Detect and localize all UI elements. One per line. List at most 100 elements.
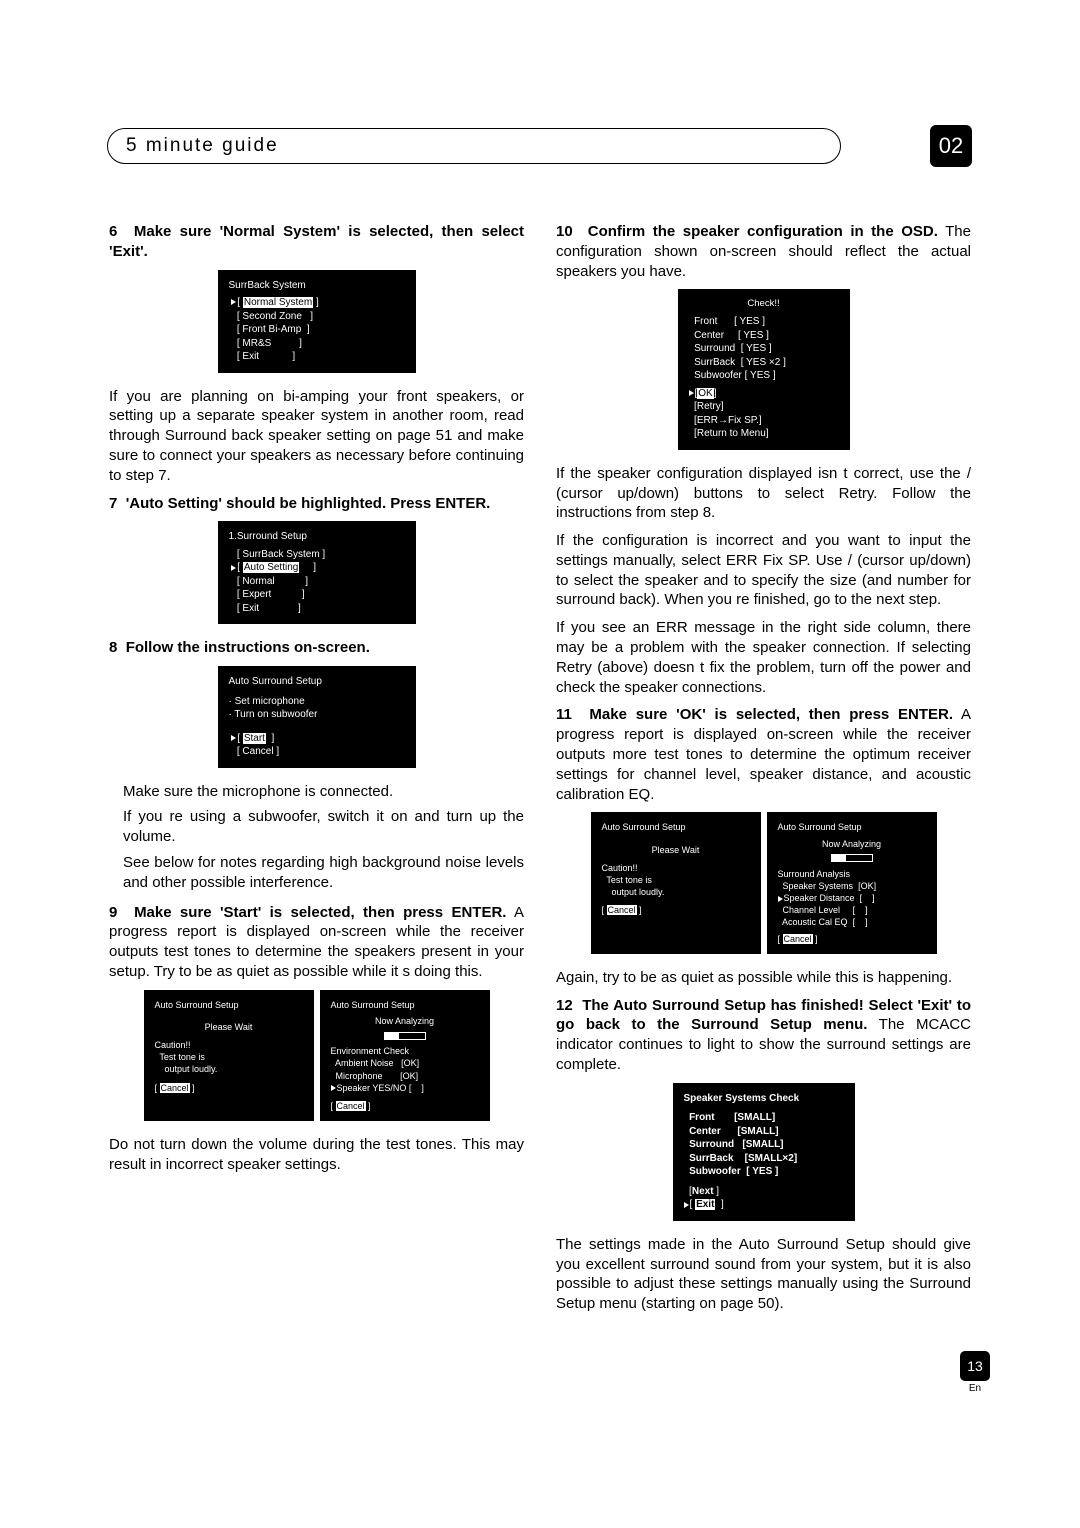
ui-auto-surround-instr: Auto Surround Setup · Set microphone · T… (218, 666, 416, 768)
step-bold-text: Make sure 'Normal System' is selected, t… (109, 223, 524, 260)
ui-row: [ Cancel ] (331, 1100, 479, 1112)
ui-row: Channel Level [ ] (778, 904, 926, 916)
ui-row: SurrBack [ YES ×2 ] (689, 356, 839, 370)
page-header: 5 minute guide 02 (107, 128, 972, 164)
ui-line: Test tone is (602, 874, 750, 886)
step-10-head: 10 Confirm the speaker configuration in … (556, 222, 971, 281)
ui-title: Auto Surround Setup (229, 675, 405, 689)
ui-row: SurrBack [SMALL×2] (684, 1152, 844, 1166)
step-num: 6 (109, 223, 117, 240)
ui-title: Auto Surround Setup (331, 999, 479, 1011)
ui-row: Speaker Distance [ ] (778, 892, 926, 904)
ui-row: Subwoofer [ YES ] (689, 369, 839, 383)
ui-row: [ Cancel ] (229, 745, 405, 759)
step-12-after: The settings made in the Auto Surround S… (556, 1235, 971, 1314)
step-num: 7 (109, 495, 117, 512)
ui-surround-setup: 1.Surround Setup [ SurrBack System ] [ A… (218, 521, 416, 624)
progress-bar (384, 1032, 426, 1040)
step-6-head: 6 Make sure 'Normal System' is selected,… (109, 222, 524, 262)
step-10-p2: If the configuration is incorrect and yo… (556, 531, 971, 610)
ui-title: 1.Surround Setup (229, 530, 405, 544)
step-bold-text: Make sure 'OK' is selected, then press E… (589, 706, 953, 723)
ui-title: Check!! (689, 298, 839, 311)
ui-speaker-systems-check: Speaker Systems Check Front [SMALL] Cent… (673, 1083, 855, 1221)
bullet: Make sure the microphone is connected. (123, 782, 524, 802)
ui-row: Acoustic Cal EQ [ ] (778, 916, 926, 928)
ui-row: [ Cancel ] (778, 933, 926, 945)
ui-row: Surround [ YES ] (689, 342, 839, 356)
ui-pair-step11: Auto Surround Setup Please Wait Caution!… (556, 812, 971, 953)
ui-line: Environment Check (331, 1045, 479, 1057)
step-6-body: If you are planning on bi-amping your fr… (109, 387, 524, 486)
ui-title: Auto Surround Setup (778, 821, 926, 833)
ui-row: [Next ] (684, 1185, 844, 1199)
ui-pair-step9: Auto Surround Setup Please Wait Caution!… (109, 990, 524, 1121)
step-10-p1: If the speaker configuration displayed i… (556, 464, 971, 523)
ui-check: Check!! Front [ YES ] Center [ YES ] Sur… (678, 289, 850, 449)
bullet: See below for notes regarding high backg… (123, 853, 524, 893)
ui-row: [ Exit ] (229, 350, 405, 364)
ui-line: Surround Analysis (778, 868, 926, 880)
ui-row: [Return to Menu] (689, 427, 839, 441)
step-bold-text: Follow the instructions on-screen. (126, 639, 370, 656)
ui-line: Now Analyzing (778, 838, 926, 850)
ui-row: [ Cancel ] (155, 1082, 303, 1094)
chapter-pill: 5 minute guide (107, 128, 841, 164)
ui-row: [ Exit ] (684, 1198, 844, 1212)
page-footer: 13 En (960, 1351, 990, 1394)
ui-row: [ MR&S ] (229, 337, 405, 351)
step-7-head: 7 'Auto Setting' should be highlighted. … (109, 494, 524, 514)
ui-title: SurrBack System (229, 279, 405, 293)
step-9-head: 9 Make sure 'Start' is selected, then pr… (109, 903, 524, 982)
chapter-badge: 02 (930, 125, 972, 167)
ui-row: Front [ YES ] (689, 315, 839, 329)
ui-please-wait-2: Auto Surround Setup Please Wait Caution!… (591, 812, 761, 953)
ui-row: [ Auto Setting ] (229, 561, 405, 575)
content-columns: 6 Make sure 'Normal System' is selected,… (109, 222, 971, 1322)
ui-line: Test tone is (155, 1051, 303, 1063)
step-8-bullets: Make sure the microphone is connected. I… (109, 782, 524, 893)
ui-row: [ Second Zone ] (229, 310, 405, 324)
step-12-head: 12 The Auto Surround Setup has finished!… (556, 996, 971, 1075)
ui-line: Now Analyzing (331, 1015, 479, 1027)
step-bold-text: Confirm the speaker configuration in the… (588, 223, 938, 240)
ui-row: Speaker YES/NO [ ] (331, 1082, 479, 1094)
ui-line: · Turn on subwoofer (229, 708, 405, 722)
step-num: 9 (109, 904, 117, 921)
step-num: 8 (109, 639, 117, 656)
ui-row: Surround [SMALL] (684, 1138, 844, 1152)
ui-row: [ Exit ] (229, 602, 405, 616)
ui-please-wait: Auto Surround Setup Please Wait Caution!… (144, 990, 314, 1121)
ui-row: [ERR→Fix SP.] (689, 414, 839, 428)
ui-line: output loudly. (155, 1063, 303, 1075)
ui-row: [ SurrBack System ] (229, 548, 405, 562)
chapter-title: 5 minute guide (126, 135, 279, 157)
ui-row: [OK] (689, 387, 839, 401)
step-9-after: Do not turn down the volume during the t… (109, 1135, 524, 1175)
ui-row: [ Normal ] (229, 575, 405, 589)
step-8-head: 8 Follow the instructions on-screen. (109, 638, 524, 658)
ui-title: Auto Surround Setup (155, 999, 303, 1011)
ui-title: Auto Surround Setup (602, 821, 750, 833)
ui-row: Center [ YES ] (689, 329, 839, 343)
bullet: If you re using a subwoofer, switch it o… (123, 807, 524, 847)
step-11-head: 11 Make sure 'OK' is selected, then pres… (556, 705, 971, 804)
ui-line: Please Wait (155, 1021, 303, 1033)
ui-row: Front [SMALL] (684, 1111, 844, 1125)
ui-row: [ Front Bi-Amp ] (229, 323, 405, 337)
step-bold-text: Make sure 'Start' is selected, then pres… (134, 904, 506, 921)
ui-row: [ Normal System ] (229, 296, 405, 310)
step-10-p3: If you see an ERR message in the right s… (556, 618, 971, 697)
ui-surround-analysis: Auto Surround Setup Now Analyzing Surrou… (767, 812, 937, 953)
left-column: 6 Make sure 'Normal System' is selected,… (109, 222, 524, 1322)
ui-row: Subwoofer [ YES ] (684, 1165, 844, 1179)
ui-line: Caution!! (155, 1039, 303, 1051)
ui-row: [ Cancel ] (602, 904, 750, 916)
right-column: 10 Confirm the speaker configuration in … (556, 222, 971, 1322)
ui-surrback-system: SurrBack System [ Normal System ] [ Seco… (218, 270, 416, 373)
ui-row: Microphone [OK] (331, 1070, 479, 1082)
ui-line: Caution!! (602, 862, 750, 874)
progress-bar (831, 854, 873, 862)
ui-row: [Retry] (689, 400, 839, 414)
page-number: 13 (960, 1351, 990, 1381)
